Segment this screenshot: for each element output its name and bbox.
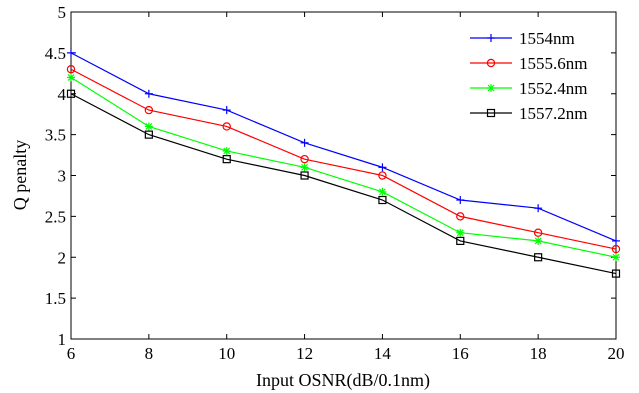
legend-marker	[486, 58, 496, 68]
data-point	[222, 106, 231, 115]
axis-ticks: 6 8 10 12 14 16 18 20 1 1.5 2 2.5 3 3.5 4 4.5 5	[45, 3, 625, 363]
data-point	[66, 65, 76, 74]
data-point	[612, 253, 620, 262]
legend-label: 1554nm	[519, 29, 575, 48]
y-tick-label: 4	[58, 85, 67, 104]
data-point	[144, 122, 153, 131]
y-tick-label: 3.5	[45, 126, 66, 145]
x-tick-label: 14	[374, 344, 392, 363]
y-tick-label: 2	[58, 248, 67, 267]
legend-label: 1557.2nm	[519, 104, 587, 123]
data-point	[378, 187, 387, 196]
data-point	[67, 48, 75, 57]
data-point	[456, 212, 465, 221]
x-tick-label: 20	[608, 344, 625, 363]
data-point	[611, 244, 621, 254]
data-point	[67, 73, 75, 82]
x-tick-label: 8	[145, 344, 154, 363]
series-line	[70, 68, 617, 250]
data-point	[534, 204, 543, 213]
legend-marker	[487, 34, 495, 42]
legend-entry: 1554nm	[470, 29, 575, 48]
series-line	[70, 93, 617, 275]
data-point	[144, 89, 153, 98]
series-layer	[66, 48, 621, 278]
data-point	[378, 195, 387, 205]
data-point	[144, 130, 153, 139]
x-axis-label: Input OSNR(dB/0.1nm)	[256, 370, 430, 391]
series-4	[66, 89, 621, 278]
data-point	[533, 228, 543, 237]
data-point	[300, 163, 309, 172]
legend-entry: 1555.6nm	[470, 54, 587, 73]
data-point	[378, 171, 387, 180]
y-axis-label: Q penalty	[10, 140, 30, 210]
series-2	[66, 65, 621, 254]
legend-marker	[486, 108, 496, 118]
y-tick-label: 4.5	[45, 44, 66, 63]
series-3	[67, 73, 620, 262]
data-point	[222, 122, 231, 131]
data-point	[300, 171, 309, 180]
x-tick-label: 10	[218, 344, 235, 363]
y-tick-label: 1	[58, 330, 67, 349]
data-point	[300, 154, 309, 164]
data-point	[144, 105, 154, 115]
legend-marker	[487, 84, 495, 92]
x-tick-label: 16	[452, 344, 469, 363]
data-point	[222, 155, 231, 164]
y-tick-label: 1.5	[45, 289, 66, 308]
data-point	[456, 236, 465, 245]
y-tick-label: 5	[58, 3, 67, 22]
data-point	[534, 253, 543, 262]
x-tick-label: 12	[296, 344, 313, 363]
data-point	[378, 163, 387, 172]
data-point	[534, 236, 543, 245]
legend-entry: 1557.2nm	[470, 104, 587, 123]
series-1	[67, 48, 620, 245]
x-tick-label: 6	[67, 344, 76, 363]
data-point	[611, 269, 621, 278]
legend-entry: 1552.4nm	[470, 79, 587, 98]
data-point	[222, 146, 231, 155]
x-tick-label: 18	[530, 344, 547, 363]
data-point	[612, 236, 620, 245]
series-line	[70, 76, 617, 258]
data-point	[66, 89, 76, 98]
data-point	[300, 138, 309, 147]
y-tick-label: 3	[58, 167, 67, 186]
legend-label: 1552.4nm	[519, 79, 587, 98]
legend-label: 1555.6nm	[519, 54, 587, 73]
data-point	[456, 228, 465, 237]
data-point	[456, 196, 465, 205]
series-line	[70, 52, 617, 242]
y-tick-label: 2.5	[45, 207, 66, 226]
legend: 1554nm 1555.6nm 1552.4nm 1557.2nm	[458, 19, 610, 131]
